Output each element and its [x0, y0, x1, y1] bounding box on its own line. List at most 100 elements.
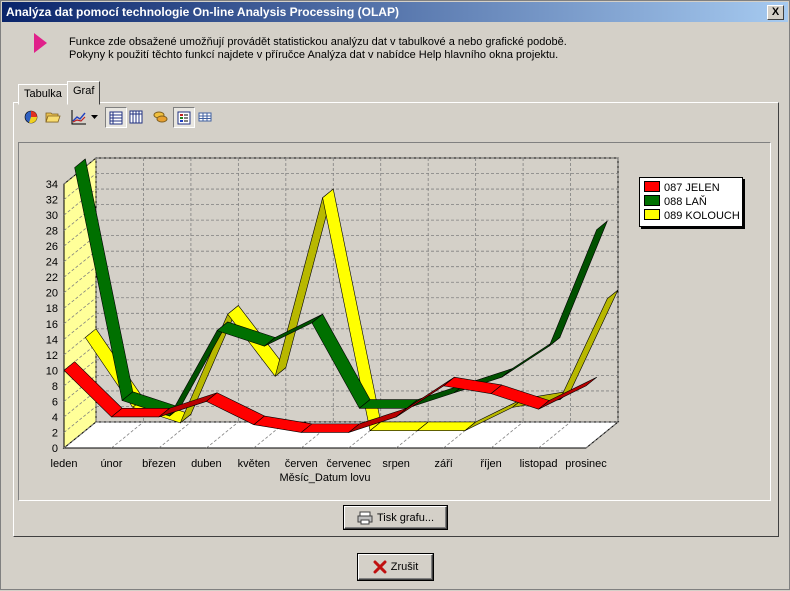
y-tick-label: 4 [52, 412, 58, 424]
grid-line-v-floor [253, 421, 287, 449]
cancel-button[interactable]: Zrušit [357, 553, 434, 581]
series-088-laň [74, 158, 608, 417]
grid-line-v-floor [206, 421, 239, 449]
by-columns-button[interactable] [126, 107, 146, 126]
legend-toggle-icon [177, 111, 191, 124]
grid-line-h-side [63, 390, 97, 418]
open-folder-icon [45, 112, 61, 122]
3d-toggle-icon [153, 111, 168, 122]
chart-type-button[interactable] [69, 107, 89, 126]
x-tick-label: leden [51, 458, 78, 470]
chart-legend: 087 JELEN 088 LAŇ 089 KOLOUCH [639, 177, 743, 227]
x-tick-label: říjen [480, 458, 501, 470]
tab-graf[interactable]: Graf [67, 81, 101, 105]
x-tick-label: únor [100, 458, 122, 470]
grid-line-v-floor [111, 421, 144, 449]
title-bar[interactable]: Analýza dat pomocí technologie On-line A… [2, 2, 788, 22]
y-tick-label: 32 [46, 195, 58, 207]
x-tick-label: září [434, 458, 452, 470]
legend-label-jelen: 087 JELEN [664, 182, 720, 194]
legend-swatch-jelen [644, 181, 660, 192]
x-tick-label: květen [238, 458, 270, 470]
grid-line-h-side [63, 406, 97, 433]
grid-line-v-floor [301, 421, 334, 449]
legend-item-kolouch: 089 KOLOUCH [644, 209, 740, 222]
grid-line-h-side [63, 328, 97, 356]
by-columns-icon [129, 110, 143, 123]
grid-line-h-side [63, 297, 97, 325]
grid-line-v-floor [538, 421, 571, 449]
by-rows-icon [109, 111, 123, 124]
chart-type-dropdown[interactable] [89, 107, 99, 126]
x-tick-label: listopad [520, 458, 558, 470]
print-chart-button[interactable]: Tisk grafu... [343, 505, 448, 530]
y-tick-label: 8 [52, 381, 58, 393]
grid-line-h-side [63, 281, 97, 309]
chart-wizard-button[interactable] [21, 107, 41, 126]
printer-icon [357, 511, 373, 524]
y-tick-label: 16 [46, 319, 58, 331]
open-button[interactable] [43, 107, 63, 126]
info-arrow-icon [34, 33, 47, 53]
grid-line-v-floor [63, 421, 97, 449]
y-tick-label: 2 [52, 427, 58, 439]
grid-line-v-floor [585, 421, 619, 449]
chart-type-dropdown-icon [90, 114, 98, 119]
grid-line-v-floor [158, 421, 192, 449]
y-tick-label: 20 [46, 288, 58, 300]
y-tick-label: 10 [46, 365, 58, 377]
grid-line-h-side [63, 204, 97, 231]
data-table-icon [198, 112, 212, 121]
x-tick-label: březen [142, 458, 176, 470]
legend-swatch-kolouch [644, 209, 660, 220]
grid-line-h-side [63, 219, 97, 247]
grid-line-h-side [63, 188, 97, 216]
print-chart-label: Tisk grafu... [376, 511, 435, 524]
y-tick-label: 28 [46, 226, 58, 238]
y-tick-label: 14 [46, 334, 58, 346]
info-text-line-2: Pokyny k použití těchto funkcí najdete v… [69, 49, 559, 61]
y-tick-label: 0 [52, 443, 58, 455]
cancel-x-icon [373, 560, 387, 574]
grid-line-h-side [63, 250, 97, 278]
y-tick-label: 26 [46, 241, 58, 253]
y-tick-label: 24 [46, 257, 58, 269]
legend-item-lan: 088 LAŇ [644, 195, 707, 208]
x-tick-label: prosinec [565, 458, 607, 470]
legend-item-jelen: 087 JELEN [644, 181, 720, 194]
grid-line-h-side [63, 266, 97, 294]
legend-swatch-lan [644, 195, 660, 206]
chart-type-icon [71, 109, 86, 124]
info-text-line-1: Funkce zde obsažené umožňují provádět st… [69, 36, 567, 48]
y-tick-label: 34 [46, 179, 58, 191]
y-tick-label: 30 [46, 210, 58, 222]
grid-line-v-floor [348, 421, 381, 449]
legend-label-lan: 088 LAŇ [664, 196, 707, 208]
close-button[interactable]: X [767, 5, 784, 20]
x-tick-label: červen [285, 458, 318, 470]
window-title: Analýza dat pomocí technologie On-line A… [6, 5, 399, 19]
grid-line-h-side [63, 235, 97, 262]
y-tick-label: 18 [46, 303, 58, 315]
3d-toggle-button[interactable] [150, 107, 170, 126]
y-tick-label: 6 [52, 396, 58, 408]
grid-line-v-floor [443, 421, 476, 449]
chart-wizard-icon [24, 110, 38, 123]
by-rows-button[interactable] [105, 107, 127, 128]
data-table-button[interactable] [195, 107, 215, 126]
grid-line-v-floor [395, 421, 429, 449]
legend-toggle-button[interactable] [173, 107, 195, 128]
x-tick-label: červenec [326, 458, 371, 470]
series-087-jelen [63, 361, 597, 433]
grid-line-h-side [63, 375, 97, 402]
y-tick-label: 22 [46, 272, 58, 284]
grid-line-h-side [63, 312, 97, 340]
series-segment [538, 376, 597, 410]
x-tick-label: srpen [382, 458, 410, 470]
x-axis-label: Měsíc_Datum lovu [279, 472, 370, 484]
grid-line-v-floor [490, 421, 524, 449]
series-segment [548, 220, 608, 347]
y-tick-label: 12 [46, 350, 58, 362]
